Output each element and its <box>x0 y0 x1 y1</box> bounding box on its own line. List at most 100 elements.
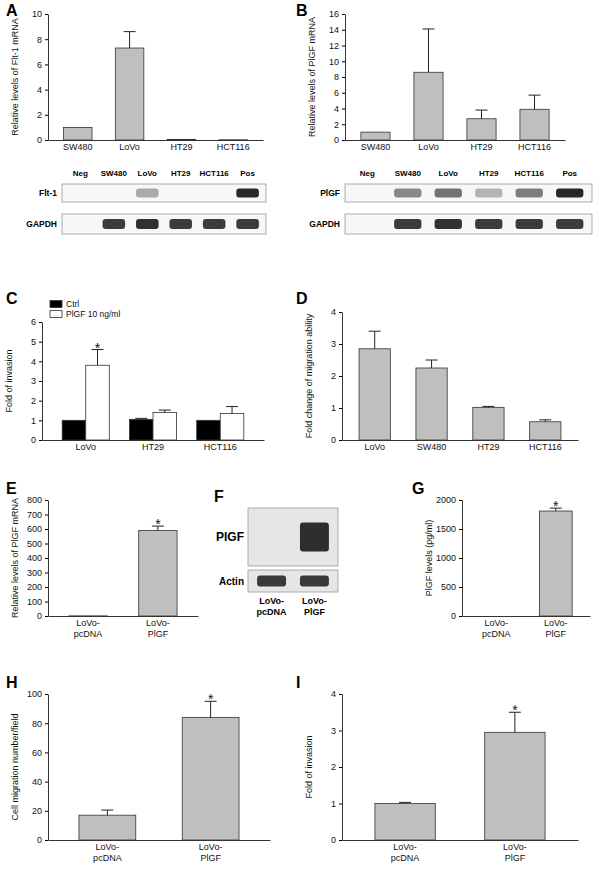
lane-label: SW480 <box>101 169 128 178</box>
chart-panel: G0500100015002000LoVo-pcDNALoVo-PlGFPlGF… <box>412 480 591 639</box>
label-line: HCT116 <box>204 442 237 452</box>
tick-mark <box>339 840 342 841</box>
tick-mark <box>45 694 48 695</box>
y-tick: 3 <box>31 376 42 386</box>
label-line: LoVo- <box>544 618 568 628</box>
error-bar <box>159 410 171 412</box>
blot: NegSW480LoVoHT29HCT116PosPlGFGAPDH <box>309 169 592 234</box>
legend-label: Ctrl <box>66 299 79 309</box>
lane-label: HCT116 <box>199 169 229 178</box>
x-tick: HCT116 <box>204 440 237 452</box>
y-tick: 400 <box>27 553 48 563</box>
error-bar <box>226 407 238 414</box>
x-tick-label: LoVo-PlGF <box>146 618 170 638</box>
y-tick-label: 400 <box>27 553 42 563</box>
x-tick-label: LoVo <box>75 442 96 452</box>
band <box>475 189 502 198</box>
annotation: * <box>95 340 101 356</box>
y-tick: 2000 <box>436 495 462 505</box>
axis-line <box>49 840 271 841</box>
x-axis: LoVo-pcDNA LoVo-PlGF <box>49 616 199 639</box>
bar <box>520 109 549 140</box>
y-tick: 2 <box>31 396 42 406</box>
y-tick-label: 16 <box>329 9 339 19</box>
bar <box>361 132 390 140</box>
figure: A0246810SW480LoVoHT29HCT116Relative leve… <box>0 0 600 883</box>
x-tick: LoVo <box>364 440 385 452</box>
x-tick: LoVo <box>418 140 439 152</box>
bar <box>530 422 561 440</box>
y-tick: 800 <box>27 495 48 505</box>
y-tick-label: 800 <box>27 495 42 505</box>
tick-mark <box>45 500 48 501</box>
y-tick-label: 2 <box>331 762 336 772</box>
annotation: * <box>155 516 161 532</box>
y-tick: 2 <box>331 762 342 772</box>
label-line: SW480 <box>63 142 93 152</box>
tick-mark <box>45 529 48 530</box>
panel-letter: F <box>214 488 224 505</box>
tick-mark <box>39 322 42 323</box>
y-tick-label: 5 <box>31 337 36 347</box>
tick-mark <box>342 109 345 110</box>
x-tick-label: HCT116 <box>529 442 562 452</box>
y-tick: 80 <box>32 719 48 729</box>
y-tick: 10 <box>329 57 345 67</box>
chart-panel: E0100200300400500600700800LoVo-pcDNALoVo… <box>6 480 199 639</box>
y-tick: 0 <box>451 611 462 621</box>
y-axis: 0100200300400500600700800 <box>27 495 49 621</box>
y-tick-label: 4 <box>37 85 42 95</box>
x-axis: LoVoHT29HCT116 <box>43 440 265 452</box>
tick-mark <box>39 342 42 343</box>
label-line: LoVo- <box>96 842 120 852</box>
band <box>300 576 329 587</box>
blot-strip <box>345 184 592 202</box>
x-tick-label: LoVo <box>119 142 140 152</box>
tick-mark <box>45 782 48 783</box>
y-tick: 60 <box>32 748 48 758</box>
panel-letter: H <box>6 674 18 691</box>
band <box>236 219 259 229</box>
x-tick-label: LoVo-pcDNA <box>74 618 103 638</box>
y-tick-label: 1000 <box>436 553 456 563</box>
error-bar <box>399 802 411 803</box>
x-tick: SW480 <box>361 140 391 152</box>
tick-mark <box>459 616 462 617</box>
band <box>236 189 259 198</box>
axis-line <box>463 616 591 617</box>
y-axis: 0246810 <box>32 9 49 145</box>
x-tick: LoVo-pcDNA <box>391 840 420 863</box>
bar <box>115 48 143 140</box>
x-tick: HT29 <box>477 440 499 452</box>
x-tick-label: HCT116 <box>518 142 551 152</box>
y-tick-label: 600 <box>27 524 42 534</box>
x-axis: LoVo-pcDNALoVo-PlGF <box>49 840 271 863</box>
error-bar <box>529 95 541 109</box>
y-tick-label: 20 <box>32 806 42 816</box>
plot-marks <box>69 526 177 616</box>
band <box>435 219 462 229</box>
y-axis: 0246810121416 <box>329 9 346 145</box>
y-tick: 1 <box>331 403 342 413</box>
y-axis-title: Relative levels of PlGF mRNA <box>307 17 317 137</box>
legend-swatch <box>50 311 62 318</box>
y-tick-label: 40 <box>32 777 42 787</box>
band <box>394 219 421 229</box>
y-tick: 12 <box>329 41 345 51</box>
y-tick: 1 <box>331 799 342 809</box>
annotation: * <box>553 498 559 514</box>
lane-label: Neg <box>360 169 375 178</box>
error-bar <box>101 810 113 815</box>
x-tick: LoVo-PlGF <box>146 616 170 639</box>
tick-mark <box>45 602 48 603</box>
y-tick-label: 0 <box>37 135 42 145</box>
bar <box>416 368 447 440</box>
y-tick: 8 <box>37 35 48 45</box>
y-tick: 0 <box>37 611 48 621</box>
y-axis: 0123456 <box>31 317 43 445</box>
tick-mark <box>45 616 48 617</box>
axis-line <box>343 840 579 841</box>
band <box>354 219 381 229</box>
tick-mark <box>39 420 42 421</box>
tick-mark <box>342 140 345 141</box>
